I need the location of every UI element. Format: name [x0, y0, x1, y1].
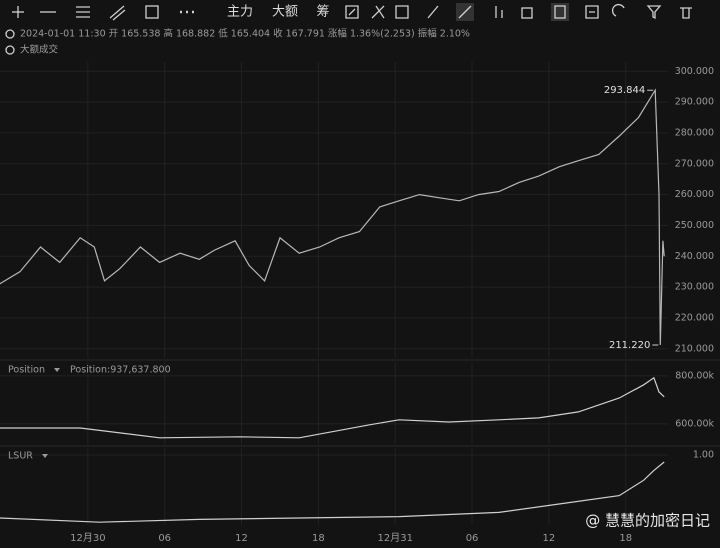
y-tick-label: 210.000	[675, 343, 714, 354]
toolbar: 主力 大额 筹	[12, 3, 692, 21]
x-tick-label: 12月31	[377, 532, 412, 544]
x-tick-label: 06	[158, 533, 171, 544]
tool-note[interactable]	[395, 5, 409, 19]
tool-trend[interactable]	[109, 5, 126, 21]
price-line	[0, 461, 665, 523]
tool-pen[interactable]	[458, 5, 472, 19]
tool-ruler[interactable]	[427, 5, 439, 19]
x-tick-label: 12	[543, 533, 556, 544]
big-trades-label: 大额成交	[20, 44, 59, 56]
panel-title: Position	[8, 365, 45, 376]
x-tick-label: 12月30	[70, 532, 105, 544]
price-line	[0, 376, 665, 439]
y-tick-label: 260.000	[675, 189, 714, 200]
tool-rect[interactable]	[145, 5, 159, 19]
y-tick-label: 1.00	[693, 450, 714, 461]
y-tick-label: 230.000	[675, 282, 714, 293]
tool-label[interactable]: 筹	[316, 4, 329, 20]
x-tick-label: 06	[466, 533, 479, 544]
y-tick-label: 600.00k	[675, 418, 714, 429]
ohlc-info: 2024-01-01 11:30 开 165.538 高 168.882 低 1…	[20, 28, 470, 40]
tool-magnet[interactable]	[612, 4, 625, 17]
y-tick-label: 290.000	[675, 97, 714, 108]
tool-text[interactable]	[585, 5, 599, 19]
tool-pin[interactable]	[495, 6, 503, 18]
panel-title: LSUR	[8, 451, 33, 462]
y-tick-label: 250.000	[675, 220, 714, 231]
y-tick-label: 240.000	[675, 251, 714, 262]
y-tick-label: 800.00k	[675, 370, 714, 381]
tool-draw[interactable]	[371, 5, 385, 19]
annotation: 211.220	[609, 340, 650, 351]
tool-delete[interactable]	[680, 7, 692, 19]
tool-layout[interactable]	[554, 5, 566, 19]
tool-label[interactable]: 大额	[272, 5, 298, 20]
y-tick-label: 300.000	[675, 66, 714, 77]
tool-edit[interactable]	[345, 5, 359, 19]
tool-lock[interactable]	[521, 7, 533, 19]
eye-icon[interactable]	[5, 45, 15, 55]
watermark: @ 慧慧的加密日记	[585, 512, 710, 530]
x-tick-label: 18	[619, 533, 632, 544]
annotation: 293.844	[604, 85, 645, 96]
tool-label[interactable]: 主力	[227, 5, 253, 20]
y-tick-label: 280.000	[675, 127, 714, 138]
dropdown	[42, 454, 48, 458]
panel-subtitle: Position:937,637.800	[70, 365, 171, 376]
tool-filter[interactable]	[646, 5, 662, 20]
y-tick-label: 270.000	[675, 158, 714, 169]
x-tick-label: 18	[312, 533, 325, 544]
tool-lines[interactable]	[76, 6, 90, 18]
dropdown	[54, 368, 60, 372]
y-tick-label: 220.000	[675, 312, 714, 323]
price-line	[0, 88, 665, 346]
x-tick-label: 12	[235, 533, 248, 544]
eye-icon[interactable]	[5, 29, 15, 39]
